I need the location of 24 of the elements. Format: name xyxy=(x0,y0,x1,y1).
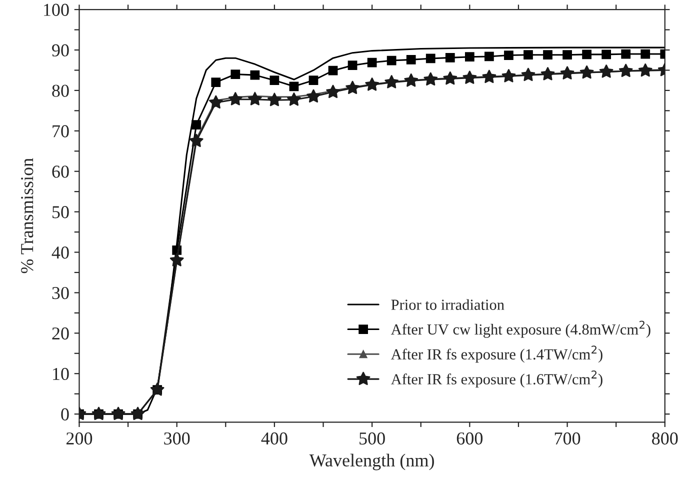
x-tick-label: 300 xyxy=(164,432,190,445)
x-tick-label: 200 xyxy=(66,432,92,445)
y-tick-label: 90 xyxy=(52,44,69,56)
legend-label: Prior to irradiation xyxy=(391,299,504,310)
legend-label: After IR fs exposure (1.6TW/cm$^{2}$) xyxy=(390,370,602,388)
y-tick-label: 20 xyxy=(52,327,69,340)
y-tick-label: 10 xyxy=(53,368,69,380)
y-tick-label: 50 xyxy=(52,206,69,218)
y-tick-label: 30 xyxy=(52,286,69,300)
x-tick-label: 600 xyxy=(456,432,483,445)
y-tick-label: 0 xyxy=(61,408,69,420)
y-tick-label: 80 xyxy=(52,84,69,97)
x-tick-label: 800 xyxy=(652,432,678,445)
y-tick-label: 100 xyxy=(44,4,69,16)
x-tick-label: 700 xyxy=(554,432,580,445)
y-tick-label: 60 xyxy=(52,166,69,178)
y-tick-label: 40 xyxy=(52,246,69,259)
legend-label: After UV cw light exposure (4.8mW/cm$^{2}$) xyxy=(390,320,650,338)
y-axis-title: % Transmission xyxy=(21,158,34,274)
y-tick-label: 70 xyxy=(52,125,69,138)
legend-label: After IR fs exposure (1.4TW/cm$^{2}$) xyxy=(390,346,602,363)
x-tick-label: 400 xyxy=(261,432,288,445)
x-axis-title: Wavelength (nm) xyxy=(309,454,434,470)
x-tick-label: 500 xyxy=(360,432,385,445)
